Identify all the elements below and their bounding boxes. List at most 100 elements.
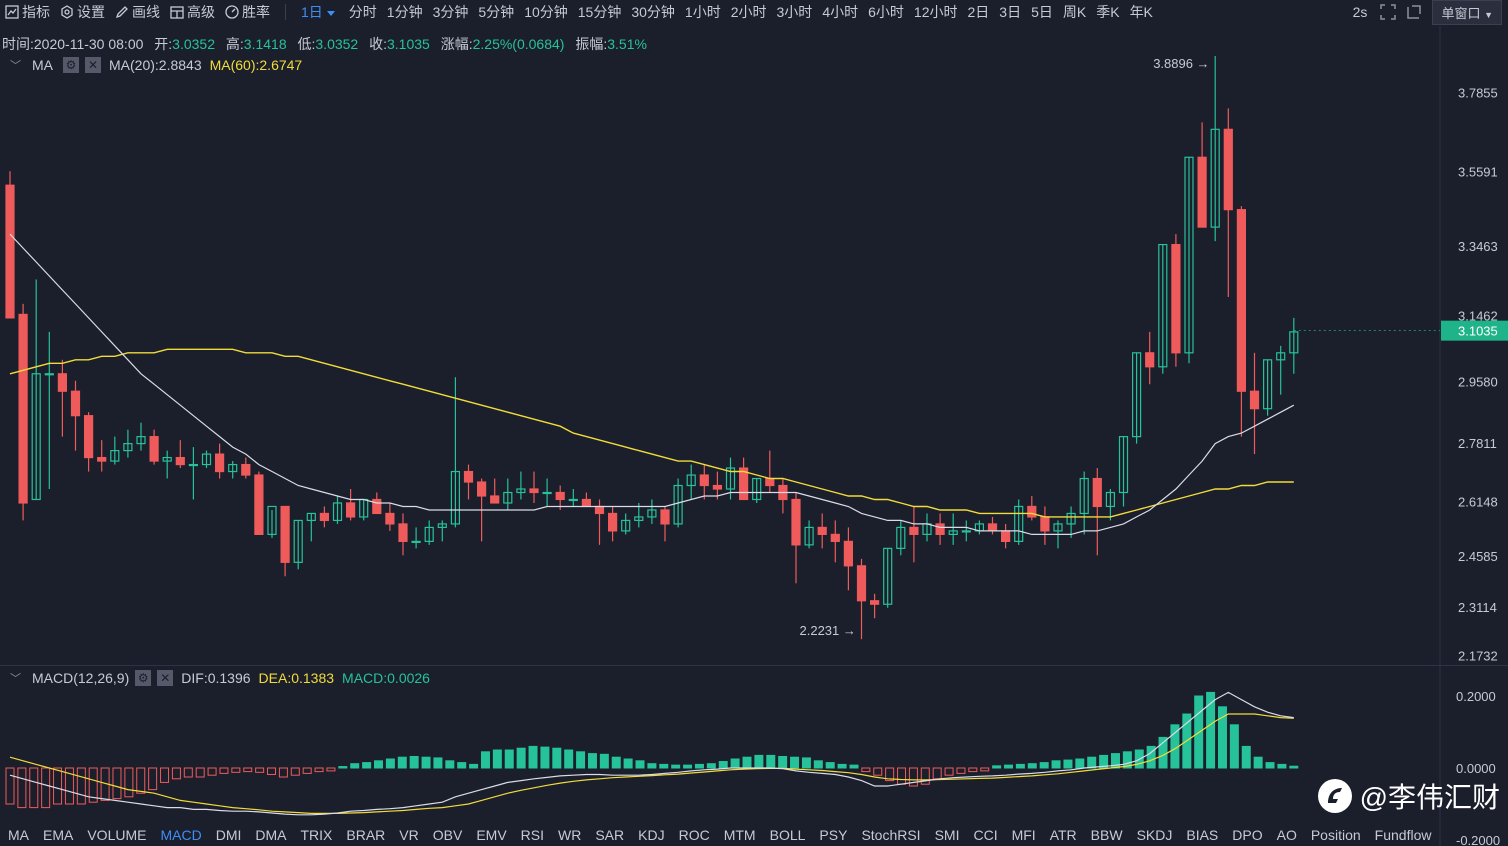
indicator-tab[interactable]: OBV	[432, 827, 463, 843]
collapse-chevron-icon[interactable]: ﹀	[10, 60, 21, 72]
ma-legend: ﹀ MA ⚙ ✕ MA(20):2.8843 MA(60):2.6747	[10, 55, 302, 75]
indicator-tab[interactable]: BIAS	[1186, 827, 1219, 843]
change-label: 涨幅:	[440, 36, 473, 52]
interval-selector[interactable]: 1日	[296, 2, 340, 22]
indicator-tab[interactable]: StochRSI	[861, 827, 921, 843]
indicator-tab[interactable]: BRAR	[346, 827, 386, 843]
candle-down	[1223, 128, 1233, 211]
price-tick-label: 2.4585	[1458, 549, 1498, 564]
refresh-rate[interactable]: 2s	[1352, 4, 1368, 20]
collapse-chevron-icon[interactable]: ﹀	[10, 673, 21, 685]
indicator-tab[interactable]: DMA	[255, 827, 287, 843]
indicator-tab[interactable]: BOLL	[769, 827, 806, 843]
indicator-tab[interactable]: PSY	[819, 827, 848, 843]
tool-pencil[interactable]: 画线	[110, 2, 165, 22]
last-price-label: 3.1035	[1458, 324, 1498, 339]
interval-option[interactable]: 3分钟	[432, 4, 469, 20]
indicator-tab[interactable]: WR	[558, 827, 582, 843]
indicator-tab[interactable]: SMI	[934, 827, 960, 843]
tool-gear[interactable]: 设置	[55, 2, 110, 22]
min-price-label: 2.2231 →	[800, 623, 856, 638]
close-icon[interactable]: ✕	[157, 670, 174, 686]
interval-option[interactable]: 年K	[1129, 4, 1153, 20]
candle-down	[607, 512, 618, 532]
candle-up	[162, 456, 172, 462]
interval-option[interactable]: 季K	[1096, 4, 1120, 20]
candle-up	[1184, 156, 1194, 354]
candle-down	[817, 526, 827, 536]
indicator-tab[interactable]: MACD	[160, 827, 202, 843]
indicator-tab[interactable]: ATR	[1049, 827, 1077, 843]
macd-tick-label: 0.2000	[1456, 689, 1496, 704]
interval-option[interactable]: 分时	[348, 4, 377, 20]
gear-icon[interactable]: ⚙	[135, 670, 152, 686]
popout-icon[interactable]	[1406, 4, 1422, 20]
indicator-tab[interactable]: MA	[8, 827, 29, 843]
indicator-tab[interactable]: AO	[1276, 827, 1297, 843]
macd-bar-positive	[1277, 763, 1287, 769]
gear-icon	[60, 5, 74, 19]
candle-down	[987, 523, 998, 532]
macd-bar-negative	[944, 767, 954, 776]
indicator-tab[interactable]: KDJ	[638, 827, 665, 843]
close-icon[interactable]: ✕	[85, 57, 101, 73]
indicator-tab[interactable]: MTM	[723, 827, 756, 843]
tool-gauge[interactable]: 胜率	[220, 2, 275, 22]
interval-option[interactable]: 5分钟	[478, 4, 515, 20]
macd-bar-positive	[504, 749, 514, 769]
interval-option[interactable]: 周K	[1062, 4, 1087, 20]
indicator-tab[interactable]: MFI	[1011, 827, 1036, 843]
candle-down	[712, 484, 723, 490]
macd-bar-positive	[623, 758, 633, 769]
indicator-tab[interactable]: SAR	[595, 827, 625, 843]
indicator-tab[interactable]: CCI	[973, 827, 998, 843]
interval-option[interactable]: 2日	[967, 4, 990, 20]
indicator-tab[interactable]: TRIX	[300, 827, 333, 843]
indicator-tab[interactable]: VR	[399, 827, 419, 843]
macd-bar-negative	[861, 767, 871, 773]
candle-up	[961, 530, 971, 533]
fullscreen-icon[interactable]	[1380, 4, 1397, 20]
interval-option[interactable]: 1小时	[684, 4, 721, 20]
candle-up	[424, 526, 434, 542]
macd-bar-negative	[932, 767, 942, 780]
indicator-tab[interactable]: RSI	[520, 827, 545, 843]
interval-option[interactable]: 5日	[1031, 4, 1053, 20]
indicator-tab[interactable]: Position	[1310, 827, 1361, 843]
indicator-tab[interactable]: BBW	[1090, 827, 1123, 843]
indicator-tab[interactable]: EMA	[43, 827, 74, 843]
tool-indicator[interactable]: 指标	[0, 2, 55, 22]
interval-option[interactable]: 1分钟	[386, 4, 423, 20]
macd-bar-negative	[908, 767, 918, 787]
macd-legend: ﹀ MACD(12,26,9) ⚙ ✕ DIF:0.1396 DEA:0.138…	[10, 668, 430, 688]
candle-down	[280, 505, 290, 563]
gear-icon[interactable]: ⚙	[63, 57, 79, 73]
interval-option[interactable]: 3日	[999, 4, 1022, 20]
macd-bar-positive	[540, 746, 550, 769]
time-label: 时间:	[2, 36, 34, 52]
interval-option[interactable]: 2小时	[730, 4, 767, 20]
interval-option[interactable]: 30分钟	[631, 4, 675, 20]
indicator-tab[interactable]: VOLUME	[87, 827, 147, 843]
interval-option[interactable]: 12小时	[913, 4, 958, 20]
indicator-tab[interactable]: DPO	[1232, 827, 1263, 843]
pencil-icon	[115, 5, 129, 19]
interval-option[interactable]: 3小时	[776, 4, 813, 20]
macd-bar-positive	[1122, 751, 1132, 769]
macd-bar-positive	[492, 749, 502, 769]
open-label: 开:	[154, 36, 173, 52]
interval-option[interactable]: 15分钟	[577, 4, 622, 20]
tool-layout[interactable]: 高级	[165, 2, 220, 22]
indicator-tab[interactable]: DMI	[215, 827, 242, 843]
indicator-tab[interactable]: EMV	[476, 827, 507, 843]
indicator-tab[interactable]: Fundflow	[1374, 827, 1432, 843]
price-tick-label: 2.1732	[1458, 649, 1498, 664]
indicator-tab[interactable]: ROC	[678, 827, 710, 843]
dif-value: DIF:0.1396	[181, 670, 251, 686]
interval-option[interactable]: 10分钟	[524, 4, 568, 20]
interval-option[interactable]: 4小时	[822, 4, 859, 20]
window-mode-select[interactable]: 单窗口 ▼	[1432, 0, 1502, 25]
macd-bar-negative	[76, 767, 86, 805]
indicator-tab[interactable]: SKDJ	[1136, 827, 1173, 843]
interval-option[interactable]: 6小时	[868, 4, 904, 20]
